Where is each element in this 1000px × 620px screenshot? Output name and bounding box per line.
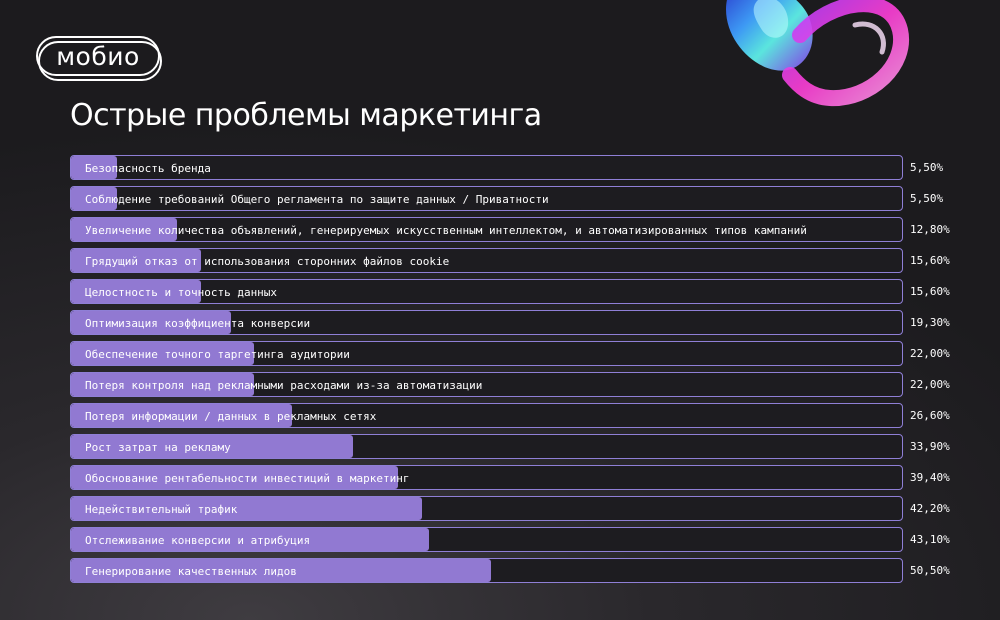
chart-row: Потеря информации / данных в рекламных с… xyxy=(70,403,960,428)
bar-label: Целостность и точность данных xyxy=(85,286,278,299)
bar-fill xyxy=(71,435,353,458)
bar-fill xyxy=(71,342,254,365)
chart-row: Потеря контроля над рекламными расходами… xyxy=(70,372,960,397)
bar-value-label: 19,30% xyxy=(910,316,950,329)
chart-row: Недействительный трафик 42,20% xyxy=(70,496,960,521)
bar-value-label: 22,00% xyxy=(910,347,950,360)
bar-track: Рост затрат на рекламу xyxy=(70,434,903,459)
chart-row: Целостность и точность данных 15,60% xyxy=(70,279,960,304)
bar-value-label: 5,50% xyxy=(910,161,944,174)
chart-row: Обеспечение точного таргетинга аудитории… xyxy=(70,341,960,366)
bar-value-label: 15,60% xyxy=(910,254,950,267)
bar-value-label: 12,80% xyxy=(910,223,950,236)
chart-row: Оптимизация коэффициента конверсии 19,30% xyxy=(70,310,960,335)
brand-logo: мобио xyxy=(36,36,160,76)
bar-fill xyxy=(71,187,117,210)
bar-fill xyxy=(71,311,232,334)
bar-fill xyxy=(71,559,491,582)
bar-value-label: 5,50% xyxy=(910,192,944,205)
bar-fill xyxy=(71,280,201,303)
bar-value-label: 22,00% xyxy=(910,378,950,391)
bar-value-label: 50,50% xyxy=(910,564,950,577)
chart-row: Грядущий отказ от использования сторонни… xyxy=(70,248,960,273)
chart-row: Отслеживание конверсии и атрибуция 43,10% xyxy=(70,527,960,552)
page-title: Острые проблемы маркетинга xyxy=(70,98,542,133)
decorative-3d-shape xyxy=(726,0,910,107)
bar-label: Соблюдение требований Общего регламента … xyxy=(85,193,549,206)
bar-label: Потеря контроля над рекламными расходами… xyxy=(85,379,483,392)
bar-label: Увеличение количества объявлений, генери… xyxy=(85,224,807,237)
bar-track: Потеря контроля над рекламными расходами… xyxy=(70,372,903,397)
chart-row: Соблюдение требований Общего регламента … xyxy=(70,186,960,211)
brand-logo-text: мобио xyxy=(56,41,140,71)
bar-label: Обоснование рентабельности инвестиций в … xyxy=(85,472,410,485)
bar-value-label: 39,40% xyxy=(910,471,950,484)
bar-label: Потеря информации / данных в рекламных с… xyxy=(85,410,377,423)
chart-row: Генерирование качественных лидов 50,50% xyxy=(70,558,960,583)
bar-track: Потеря информации / данных в рекламных с… xyxy=(70,403,903,428)
bar-fill xyxy=(71,156,117,179)
bar-value-label: 26,60% xyxy=(910,409,950,422)
bar-label: Безопасность бренда xyxy=(85,162,211,175)
bar-track: Обоснование рентабельности инвестиций в … xyxy=(70,465,903,490)
bar-label: Грядущий отказ от использования сторонни… xyxy=(85,255,450,268)
bar-track: Недействительный трафик xyxy=(70,496,903,521)
bar-track: Грядущий отказ от использования сторонни… xyxy=(70,248,903,273)
bar-label: Генерирование качественных лидов xyxy=(85,565,297,578)
bar-label: Обеспечение точного таргетинга аудитории xyxy=(85,348,350,361)
bar-track: Обеспечение точного таргетинга аудитории xyxy=(70,341,903,366)
bar-track: Соблюдение требований Общего регламента … xyxy=(70,186,903,211)
bar-chart: Безопасность бренда 5,50% Соблюдение требо… xyxy=(70,155,960,589)
bar-fill xyxy=(71,373,254,396)
bar-track: Отслеживание конверсии и атрибуция xyxy=(70,527,903,552)
chart-row: Обоснование рентабельности инвестиций в … xyxy=(70,465,960,490)
chart-row: Увеличение количества объявлений, генери… xyxy=(70,217,960,242)
bar-track: Генерирование качественных лидов xyxy=(70,558,903,583)
bar-track: Целостность и точность данных xyxy=(70,279,903,304)
bar-label: Оптимизация коэффициента конверсии xyxy=(85,317,311,330)
bar-fill xyxy=(71,218,178,241)
bar-fill xyxy=(71,497,422,520)
bar-label: Отслеживание конверсии и атрибуция xyxy=(85,534,311,547)
bar-label: Недействительный трафик xyxy=(85,503,238,516)
bar-value-label: 33,90% xyxy=(910,440,950,453)
chart-row: Безопасность бренда 5,50% xyxy=(70,155,960,180)
bar-value-label: 42,20% xyxy=(910,502,950,515)
bar-fill xyxy=(71,404,293,427)
bar-track: Увеличение количества объявлений, генери… xyxy=(70,217,903,242)
bar-fill xyxy=(71,249,201,272)
bar-value-label: 15,60% xyxy=(910,285,950,298)
bar-label: Рост затрат на рекламу xyxy=(85,441,231,454)
bar-fill xyxy=(71,528,430,551)
chart-row: Рост затрат на рекламу 33,90% xyxy=(70,434,960,459)
bar-track: Оптимизация коэффициента конверсии xyxy=(70,310,903,335)
bar-value-label: 43,10% xyxy=(910,533,950,546)
bar-track: Безопасность бренда xyxy=(70,155,903,180)
bar-fill xyxy=(71,466,399,489)
